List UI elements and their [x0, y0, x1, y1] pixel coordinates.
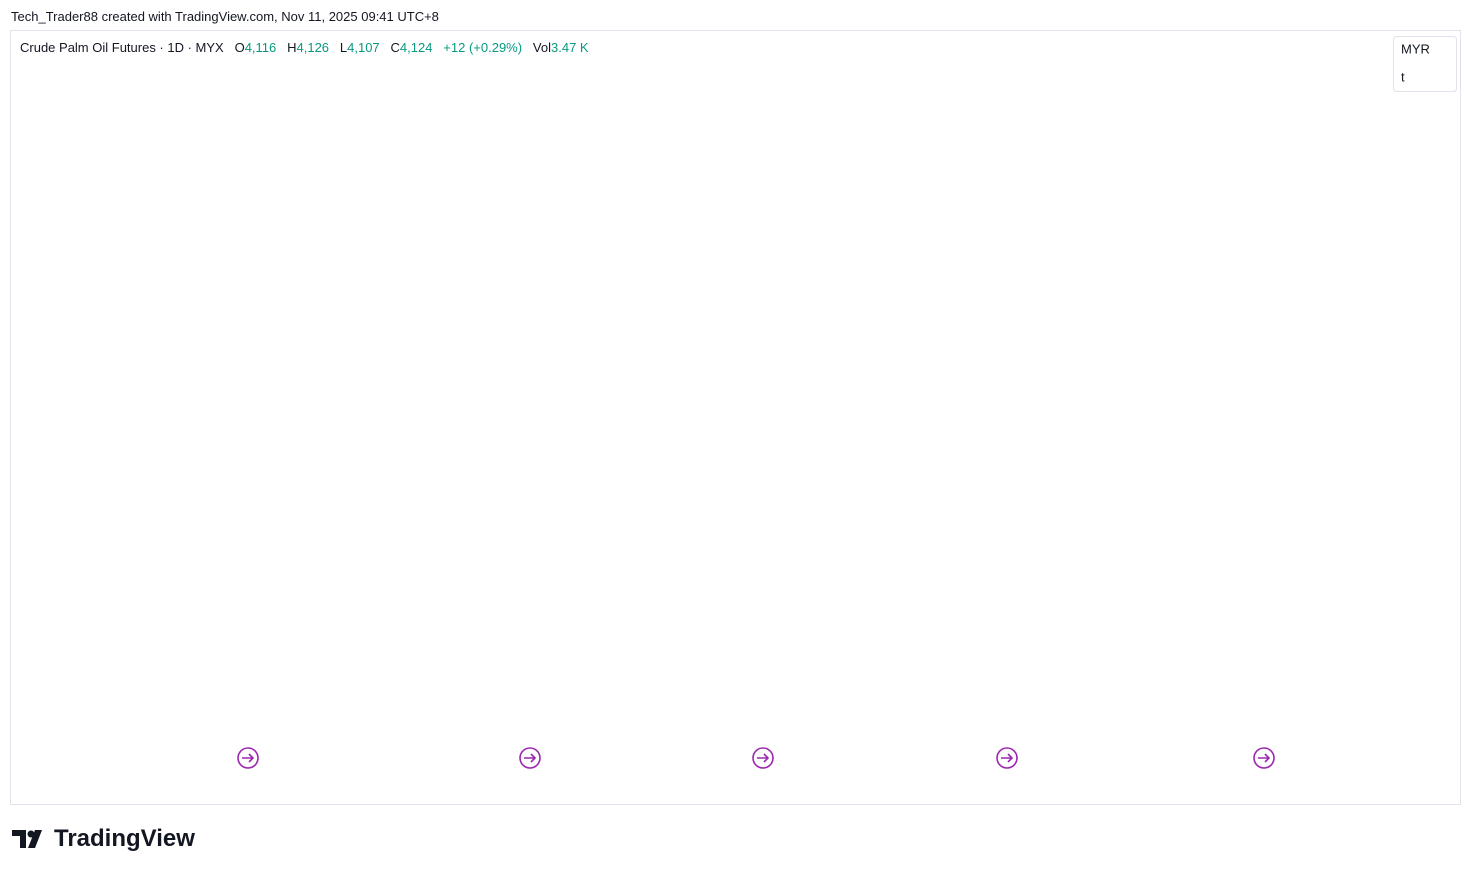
- legend: Crude Palm Oil Futures · 1D · MYX O4,116…: [20, 40, 589, 55]
- ohlc-label: H: [287, 40, 297, 55]
- event-icon[interactable]: [237, 747, 259, 769]
- event-icon[interactable]: [519, 747, 541, 769]
- currency-box[interactable]: [1393, 36, 1457, 92]
- brand-logo: [12, 830, 42, 848]
- ohlc-label: L: [339, 40, 348, 55]
- ohlc-value: 4,107: [347, 40, 380, 55]
- change: +12 (+0.29%): [443, 40, 523, 55]
- event-icon[interactable]: [996, 747, 1018, 769]
- ohlc-label: C: [390, 40, 400, 55]
- chart-frame: [10, 30, 1461, 805]
- event-icon[interactable]: [1253, 747, 1275, 769]
- brand: TradingView: [12, 825, 195, 853]
- ohlc-value: 4,124: [399, 40, 433, 55]
- volume-value: 3.47 K: [551, 40, 589, 55]
- ohlc-value: 4,116: [244, 40, 277, 55]
- ohlc-label: O: [234, 40, 245, 55]
- brand-name: TradingView: [54, 825, 195, 852]
- symbol-title: Crude Palm Oil Futures · 1D · MYX: [20, 40, 224, 55]
- volume-label: Vol: [532, 40, 551, 55]
- event-icon[interactable]: [752, 747, 774, 769]
- attribution: Tech_Trader88 created with TradingView.c…: [11, 9, 439, 24]
- ohlc-value: 4,126: [296, 40, 330, 55]
- unit: t: [1401, 69, 1405, 84]
- currency: MYR: [1401, 41, 1430, 56]
- event-icons: [237, 747, 1275, 769]
